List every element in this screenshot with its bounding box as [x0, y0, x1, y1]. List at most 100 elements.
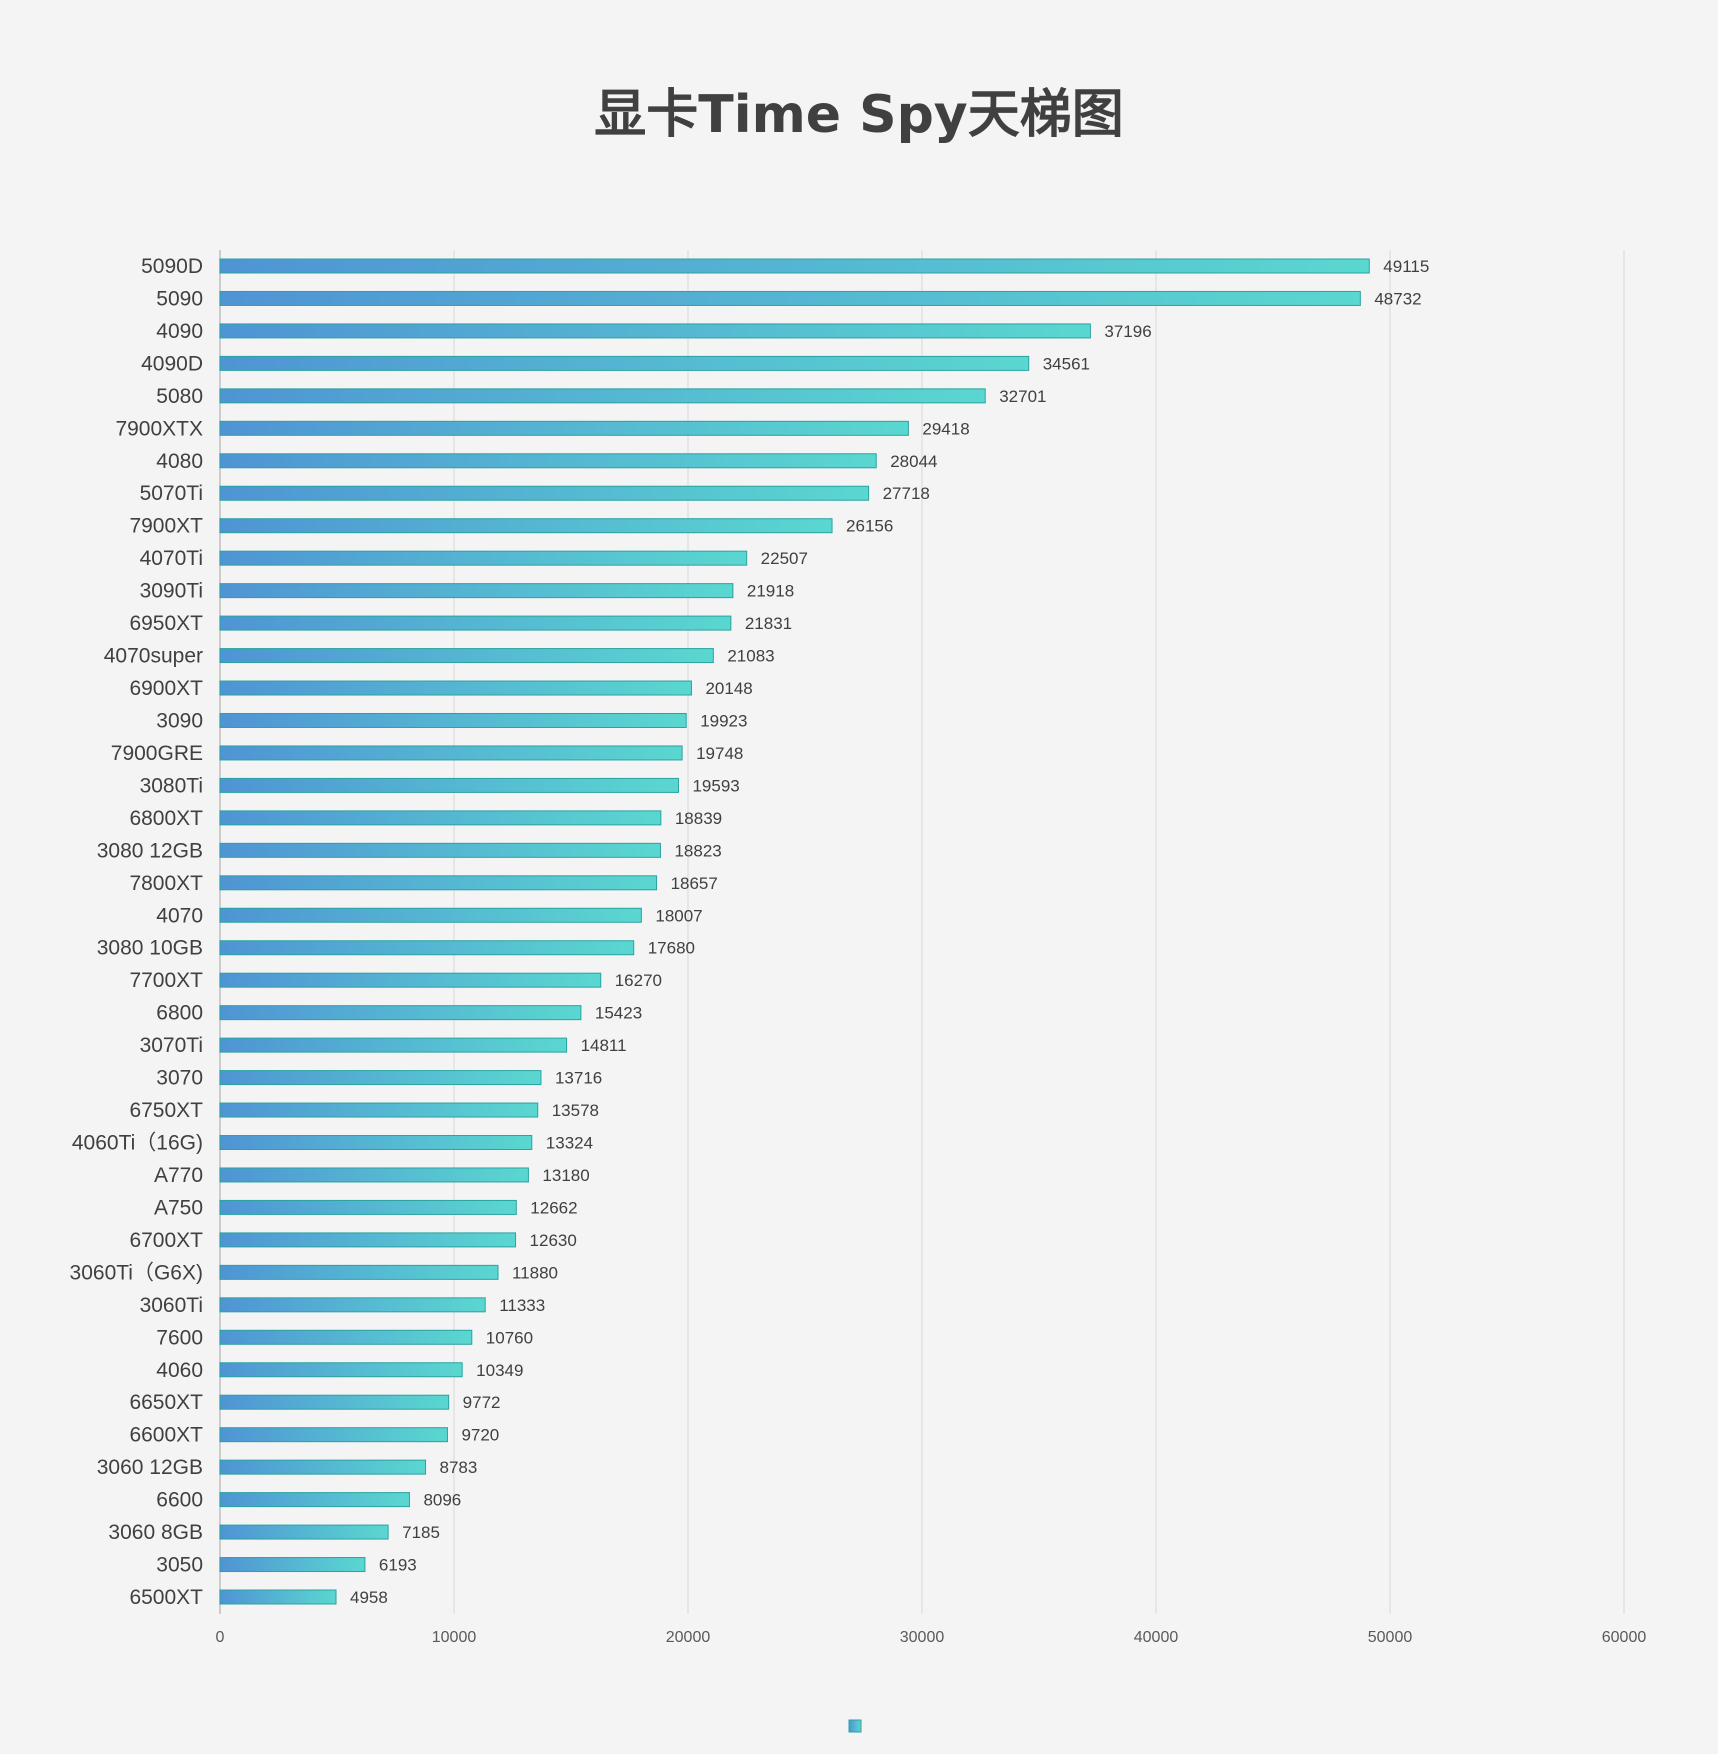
category-label: 4070Ti [140, 547, 203, 570]
data-label: 10349 [476, 1361, 523, 1380]
bar [219, 972, 602, 988]
data-label: 14811 [581, 1036, 627, 1055]
data-label: 18657 [671, 874, 718, 893]
bar [219, 583, 734, 599]
data-label: 13180 [542, 1166, 589, 1185]
data-label: 21083 [727, 647, 774, 666]
category-label: 3090 [156, 709, 203, 732]
bar [219, 712, 687, 728]
category-label: 7800XT [129, 872, 203, 895]
data-label: 12630 [530, 1231, 577, 1250]
bar [219, 1264, 499, 1280]
data-label: 18823 [674, 841, 721, 860]
chart-title: 显卡Time Spy天梯图 [594, 85, 1124, 145]
bar [219, 388, 986, 404]
category-label: 5070Ti [140, 482, 203, 505]
data-label: 28044 [890, 452, 937, 471]
bar [219, 648, 714, 664]
data-label: 11880 [512, 1263, 558, 1282]
category-label: 6950XT [129, 612, 203, 635]
category-label: 3090Ti [140, 580, 203, 603]
data-label: 27718 [883, 484, 930, 503]
category-label: 5080 [156, 385, 203, 408]
data-label: 21831 [745, 614, 792, 633]
bar [219, 777, 679, 793]
legend-swatch [848, 1719, 862, 1733]
bar [219, 1557, 366, 1573]
bar [219, 1297, 486, 1313]
data-label: 8096 [423, 1491, 461, 1510]
category-label: 4090D [141, 352, 203, 375]
bar [219, 1232, 517, 1248]
category-label: 6750XT [129, 1099, 203, 1122]
bar [219, 1492, 410, 1508]
category-label: 4070super [104, 645, 203, 668]
category-label: 7900XTX [115, 417, 203, 440]
bars [219, 258, 1370, 1605]
bar [219, 258, 1370, 274]
data-label: 17680 [648, 939, 695, 958]
bar [219, 907, 642, 923]
bar [219, 1394, 450, 1410]
category-label: 7900XT [129, 515, 203, 538]
data-label: 19748 [696, 744, 743, 763]
category-label: 7600 [156, 1326, 203, 1349]
category-label: 6500XT [129, 1586, 203, 1609]
bar [219, 1589, 337, 1605]
category-label: 6800XT [129, 807, 203, 830]
category-label: 4060 [156, 1359, 203, 1382]
bar [219, 745, 683, 761]
x-tick-label: 30000 [900, 1629, 945, 1646]
bar [219, 1459, 427, 1475]
bar [219, 1427, 448, 1443]
bar [219, 355, 1030, 371]
data-label: 22507 [761, 549, 808, 568]
category-label: A770 [154, 1164, 203, 1187]
labels: 5090D 49115 5090 48732 4090 37196 4090D 34561 50… [70, 255, 1430, 1609]
category-label: 5090 [156, 287, 203, 310]
data-label: 49115 [1383, 257, 1429, 276]
category-label: 4070 [156, 904, 203, 927]
data-label: 15423 [595, 1004, 642, 1023]
bar [219, 1329, 473, 1345]
data-label: 6193 [379, 1556, 417, 1575]
data-label: 26156 [846, 517, 893, 536]
category-label: 6650XT [129, 1391, 203, 1414]
bar [219, 615, 732, 631]
category-label: 6700XT [129, 1229, 203, 1252]
category-label: 3060Ti [140, 1294, 203, 1317]
category-label: 3060 8GB [108, 1521, 203, 1544]
bar [219, 842, 661, 858]
bar [219, 453, 877, 469]
data-label: 11333 [499, 1296, 545, 1315]
category-label: A750 [154, 1196, 203, 1219]
data-label: 7185 [402, 1523, 440, 1542]
x-tick-label: 20000 [666, 1629, 711, 1646]
category-label: 7700XT [129, 969, 203, 992]
grid-lines [219, 250, 1625, 1614]
bar [219, 1135, 533, 1151]
bar [219, 940, 635, 956]
data-label: 13716 [555, 1069, 602, 1088]
data-label: 12662 [530, 1198, 577, 1217]
bar [219, 875, 658, 891]
x-tick-label: 0 [216, 1629, 225, 1646]
data-label: 18007 [655, 906, 702, 925]
category-label: 7900GRE [111, 742, 203, 765]
bar [219, 1524, 389, 1540]
data-label: 9720 [461, 1426, 499, 1445]
bar [219, 290, 1361, 306]
bar [219, 1070, 542, 1086]
x-axis-ticks: 0 10000 20000 30000 40000 50000 60000 [216, 1629, 1647, 1646]
data-label: 10760 [486, 1328, 533, 1347]
bar [219, 1102, 539, 1118]
category-label: 6800 [156, 1002, 203, 1025]
category-label: 5090D [141, 255, 203, 278]
data-label: 29418 [922, 419, 969, 438]
category-label: 3080Ti [140, 774, 203, 797]
bar [219, 1362, 463, 1378]
data-label: 13324 [546, 1134, 593, 1153]
data-label: 8783 [440, 1458, 478, 1477]
x-tick-label: 10000 [432, 1629, 477, 1646]
